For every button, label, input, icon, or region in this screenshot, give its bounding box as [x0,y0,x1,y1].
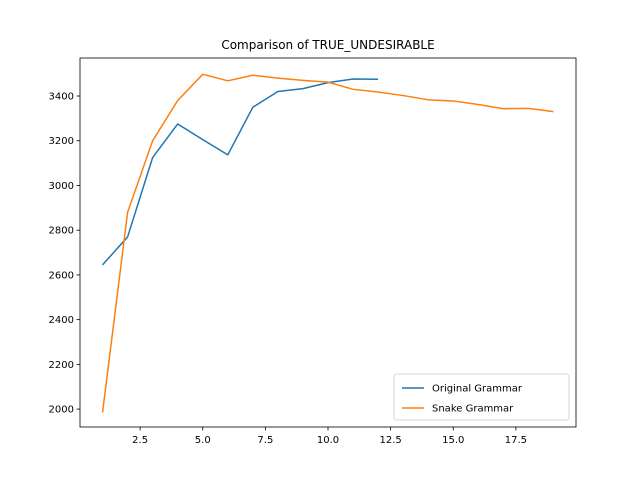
chart-title: Comparison of TRUE_UNDESIRABLE [221,38,434,52]
x-tick-label: 17.5 [505,435,527,446]
series-line [101,78,379,266]
x-tick-label: 15.0 [442,435,464,446]
series-layer [101,73,554,413]
y-tick-label: 2000 [49,405,74,416]
x-axis: 2.5 5.0 7.5 10.0 12.5 15.0 17.5 [132,427,527,446]
y-tick-label: 3000 [49,181,74,192]
x-tick-label: 5.0 [195,435,211,446]
plot-background [80,58,576,427]
x-tick-label: 10.0 [317,435,339,446]
x-tick-label: 12.5 [379,435,401,446]
plot-area [79,57,577,428]
y-axis: 2000 2200 2400 2600 2800 3000 3200 3400 [49,92,80,416]
y-tick-label: 3200 [49,136,74,147]
legend-box [393,373,570,421]
y-tick-label: 2800 [49,226,74,237]
x-tick-label: 2.5 [132,435,148,446]
legend-label: Snake Grammar [432,404,514,415]
legend: Original Grammar Snake Grammar [393,373,570,421]
y-tick-label: 2400 [49,315,74,326]
legend-label: Original Grammar [432,384,523,395]
y-tick-label: 2200 [49,360,74,371]
y-tick-label: 3400 [49,92,74,103]
series-line [101,73,554,413]
y-tick-label: 2600 [49,270,74,281]
x-tick-label: 7.5 [257,435,273,446]
